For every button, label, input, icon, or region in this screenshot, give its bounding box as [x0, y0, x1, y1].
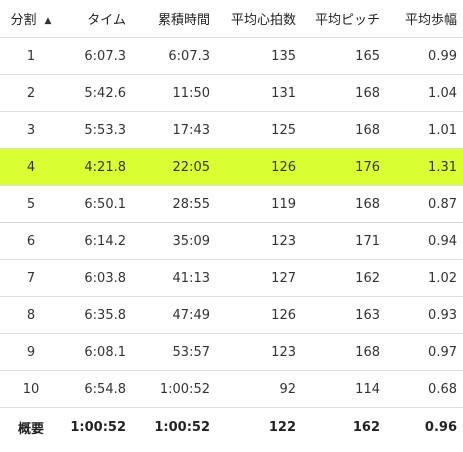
cell-split: 8 [0, 296, 62, 334]
cell-time: 5:42.6 [62, 74, 132, 112]
cell-split: 4 [0, 148, 62, 186]
cell-avg-hr: 125 [216, 111, 302, 149]
table-row[interactable]: 1 6:07.3 6:07.3 135 165 0.99 [0, 37, 463, 75]
cell-avg-cadence: 168 [302, 74, 386, 112]
cell-avg-hr: 131 [216, 74, 302, 112]
cell-avg-stride: 0.97 [386, 333, 463, 371]
cell-time: 6:54.8 [62, 370, 132, 408]
cell-cumulative-time: 53:57 [132, 333, 216, 371]
summary-cumulative-time: 1:00:52 [154, 419, 210, 435]
header-row: 分割 ▲ タイム 累積時間 平均心拍数 平均ピッチ 平均歩幅 [0, 0, 463, 38]
cell-avg-stride: 1.31 [386, 148, 463, 186]
cell-split: 6 [0, 222, 62, 260]
summary-row: 概要 1:00:52 1:00:52 122 162 0.96 [0, 408, 463, 447]
cell-avg-cadence: 162 [302, 259, 386, 297]
cell-avg-stride: 1.02 [386, 259, 463, 297]
cell-avg-cadence: 165 [302, 37, 386, 75]
cell-avg-cadence: 114 [302, 370, 386, 408]
cell-avg-hr: 127 [216, 259, 302, 297]
cell-avg-hr: 135 [216, 37, 302, 75]
table-row[interactable]: 8 6:35.8 47:49 126 163 0.93 [0, 296, 463, 334]
cell-split: 3 [0, 111, 62, 149]
cell-split: 9 [0, 333, 62, 371]
cell-avg-cadence: 168 [302, 333, 386, 371]
column-header-avg-hr[interactable]: 平均心拍数 [216, 0, 302, 38]
table-row[interactable]: 7 6:03.8 41:13 127 162 1.02 [0, 259, 463, 297]
summary-avg-hr: 122 [268, 419, 296, 435]
cell-avg-hr: 92 [216, 370, 302, 408]
cell-time: 6:14.2 [62, 222, 132, 260]
cell-cumulative-time: 6:07.3 [132, 37, 216, 75]
table-row[interactable]: 2 5:42.6 11:50 131 168 1.04 [0, 74, 463, 112]
cell-avg-stride: 0.87 [386, 185, 463, 223]
column-header-split[interactable]: 分割 ▲ [0, 0, 62, 38]
table-footer: 概要 1:00:52 1:00:52 122 162 0.96 [0, 408, 463, 447]
summary-avg-cadence: 162 [352, 419, 380, 435]
cell-time: 6:50.1 [62, 185, 132, 223]
summary-avg-stride: 0.96 [424, 419, 457, 435]
cell-cumulative-time: 22:05 [132, 148, 216, 186]
cell-split: 10 [0, 370, 62, 408]
summary-time: 1:00:52 [70, 419, 126, 435]
cell-cumulative-time: 47:49 [132, 296, 216, 334]
cell-avg-hr: 123 [216, 222, 302, 260]
sort-ascending-icon: ▲ [44, 16, 52, 26]
cell-cumulative-time: 35:09 [132, 222, 216, 260]
cell-avg-stride: 0.93 [386, 296, 463, 334]
cell-avg-cadence: 171 [302, 222, 386, 260]
cell-split: 2 [0, 74, 62, 112]
cell-cumulative-time: 1:00:52 [132, 370, 216, 408]
cell-avg-cadence: 163 [302, 296, 386, 334]
cell-cumulative-time: 28:55 [132, 185, 216, 223]
cell-time: 6:35.8 [62, 296, 132, 334]
table-body: 1 6:07.3 6:07.3 135 165 0.99 2 5:42.6 11:50 131 16… [0, 37, 463, 408]
cell-split: 7 [0, 259, 62, 297]
cell-avg-hr: 119 [216, 185, 302, 223]
cell-avg-stride: 0.99 [386, 37, 463, 75]
table-row[interactable]: 10 6:54.8 1:00:52 92 114 0.68 [0, 370, 463, 408]
cell-avg-cadence: 168 [302, 185, 386, 223]
cell-avg-stride: 1.01 [386, 111, 463, 149]
table-row[interactable]: 6 6:14.2 35:09 123 171 0.94 [0, 222, 463, 260]
cell-time: 6:07.3 [62, 37, 132, 75]
cell-avg-cadence: 168 [302, 111, 386, 149]
table-row[interactable]: 4 4:21.8 22:05 126 176 1.31 [0, 148, 463, 186]
table-row[interactable]: 9 6:08.1 53:57 123 168 0.97 [0, 333, 463, 371]
cell-split: 5 [0, 185, 62, 223]
column-header-time[interactable]: タイム [62, 0, 132, 38]
cell-cumulative-time: 41:13 [132, 259, 216, 297]
cell-avg-hr: 123 [216, 333, 302, 371]
column-header-split-label: 分割 [10, 13, 37, 28]
cell-time: 5:53.3 [62, 111, 132, 149]
cell-split: 1 [0, 37, 62, 75]
cell-time: 6:08.1 [62, 333, 132, 371]
cell-cumulative-time: 11:50 [132, 74, 216, 112]
cell-cumulative-time: 17:43 [132, 111, 216, 149]
column-header-cumulative-time[interactable]: 累積時間 [132, 0, 216, 38]
cell-avg-stride: 1.04 [386, 74, 463, 112]
cell-avg-cadence: 176 [302, 148, 386, 186]
table-row[interactable]: 5 6:50.1 28:55 119 168 0.87 [0, 185, 463, 223]
column-header-avg-stride[interactable]: 平均歩幅 [386, 0, 463, 38]
cell-avg-hr: 126 [216, 148, 302, 186]
cell-time: 4:21.8 [62, 148, 132, 186]
summary-label: 概要 [17, 421, 44, 437]
table-header: 分割 ▲ タイム 累積時間 平均心拍数 平均ピッチ 平均歩幅 [0, 0, 463, 38]
cell-avg-stride: 0.68 [386, 370, 463, 408]
column-header-avg-cadence[interactable]: 平均ピッチ [302, 0, 386, 38]
cell-avg-hr: 126 [216, 296, 302, 334]
table-row[interactable]: 3 5:53.3 17:43 125 168 1.01 [0, 111, 463, 149]
cell-time: 6:03.8 [62, 259, 132, 297]
cell-avg-stride: 0.94 [386, 222, 463, 260]
